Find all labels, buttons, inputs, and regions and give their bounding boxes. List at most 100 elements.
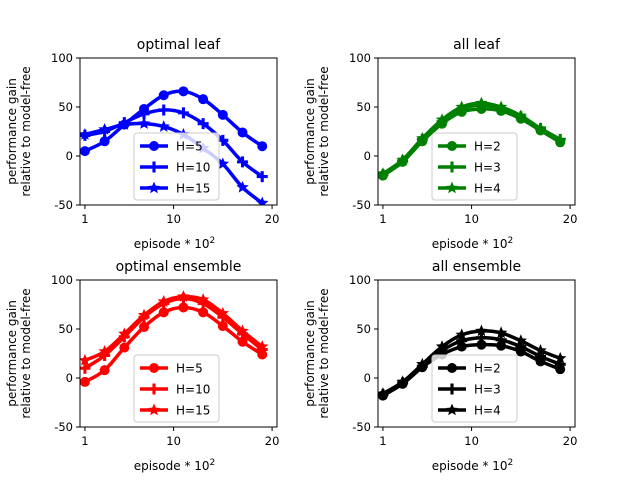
data-point xyxy=(216,157,230,170)
plot-area xyxy=(378,96,567,181)
data-point xyxy=(157,295,170,307)
data-point xyxy=(99,365,110,376)
data-point xyxy=(158,104,170,116)
data-point xyxy=(139,322,150,333)
data-point xyxy=(475,332,487,344)
legend-label: H=10 xyxy=(176,161,210,175)
data-point xyxy=(178,86,189,97)
data-point xyxy=(256,344,268,356)
legend-label: H=5 xyxy=(176,362,203,376)
data-point xyxy=(237,328,249,340)
data-point xyxy=(455,328,468,341)
x-axis-label: episode * 102 xyxy=(134,236,216,251)
data-point xyxy=(137,117,151,129)
plot-area xyxy=(80,86,269,205)
legend-marker xyxy=(447,363,457,373)
data-point xyxy=(494,100,508,113)
data-point xyxy=(99,136,110,147)
data-point xyxy=(198,307,209,318)
legend-marker xyxy=(446,383,458,395)
legend: H=5 H=10 H=15 xyxy=(133,132,220,201)
x-axis-label-exponent: 2 xyxy=(508,458,514,468)
data-point xyxy=(98,123,111,135)
plot-area xyxy=(80,290,269,387)
data-point xyxy=(118,331,130,343)
x-tick-label: 1 xyxy=(379,434,386,448)
data-point xyxy=(118,327,131,340)
data-point xyxy=(198,94,209,105)
subplot-title: all leaf xyxy=(453,37,501,53)
data-point xyxy=(237,336,248,347)
legend-label: H=10 xyxy=(176,383,210,397)
series-line-h4 xyxy=(382,329,561,396)
data-point xyxy=(157,120,170,132)
plot-area xyxy=(378,324,567,401)
y-axis-label-line2: relative to model-free xyxy=(19,288,33,418)
subplot-title: optimal ensemble xyxy=(116,259,242,275)
data-point xyxy=(534,344,547,356)
x-tick-label: 1 xyxy=(81,212,88,226)
data-point xyxy=(256,171,268,183)
data-point xyxy=(257,141,268,152)
data-point xyxy=(554,133,567,146)
y-axis-label-line1: performance gain xyxy=(5,300,19,407)
data-point xyxy=(514,109,528,122)
data-point xyxy=(515,341,527,353)
subplot-2: all leaf -50 0 50 100 1 10 20 episode * 102 perfo… xyxy=(303,37,577,251)
subplot-title: optimal leaf xyxy=(137,37,221,53)
y-tick-label: 50 xyxy=(58,100,73,114)
data-point xyxy=(378,167,390,179)
data-point xyxy=(416,131,429,144)
x-tick-label: 10 xyxy=(166,434,181,448)
data-point xyxy=(534,122,547,134)
data-point xyxy=(455,100,468,113)
data-point xyxy=(514,334,528,347)
legend-marker xyxy=(149,363,159,373)
legend-marker xyxy=(445,181,459,194)
legend-label: H=3 xyxy=(474,161,501,175)
legend-label: H=15 xyxy=(176,404,210,418)
legend-marker xyxy=(147,403,161,416)
legend: H=2 H=3 H=4 xyxy=(431,354,518,423)
data-point xyxy=(137,308,151,321)
data-point xyxy=(256,196,269,205)
data-point xyxy=(435,113,449,125)
y-tick-label: 100 xyxy=(51,273,73,287)
series-line-h5 xyxy=(84,89,264,153)
data-point xyxy=(217,321,228,332)
x-axis-label: episode * 102 xyxy=(432,458,514,473)
legend-marker xyxy=(148,161,160,173)
axes-frame xyxy=(377,279,576,428)
x-axis-label-text: episode * 10 xyxy=(432,459,508,473)
data-point xyxy=(98,345,111,357)
data-point xyxy=(217,134,229,146)
subplot-3: optimal ensemble -50 0 50 100 1 10 20 episode * … xyxy=(5,259,279,473)
legend-marker xyxy=(447,141,457,151)
data-point xyxy=(554,358,566,370)
x-axis-label-text: episode * 10 xyxy=(134,237,210,251)
x-axis-label: episode * 102 xyxy=(432,236,514,251)
y-axis-label-line1: performance gain xyxy=(5,78,19,185)
legend-label: H=3 xyxy=(474,383,501,397)
y-axis-label-line1: performance gain xyxy=(303,300,317,407)
data-point xyxy=(158,307,169,318)
subplot-4: all ensemble -50 0 50 100 1 10 20 episode * 102 p… xyxy=(303,259,577,473)
x-tick-label: 10 xyxy=(166,212,181,226)
data-point xyxy=(217,109,228,120)
data-point xyxy=(178,302,189,313)
data-point xyxy=(494,326,508,339)
data-point xyxy=(396,153,409,166)
data-point xyxy=(237,127,248,138)
y-axis-label-line2: relative to model-free xyxy=(317,66,331,196)
x-axis-label: episode * 102 xyxy=(134,458,216,473)
x-tick-label: 20 xyxy=(265,434,280,448)
y-tick-label: 100 xyxy=(51,51,73,65)
subplot-title: all ensemble xyxy=(432,259,521,275)
legend-marker xyxy=(446,161,458,173)
data-point xyxy=(456,335,468,347)
data-point xyxy=(216,306,230,319)
data-point xyxy=(435,340,449,352)
axes-frame xyxy=(79,57,278,206)
